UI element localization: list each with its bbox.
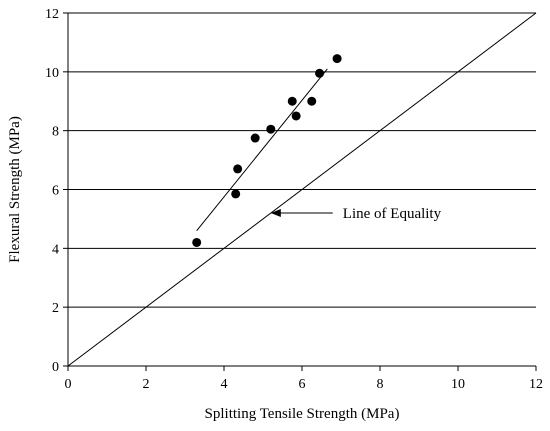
y-tick-label-10: 10 (45, 66, 59, 81)
data-point-10 (332, 54, 342, 64)
trend-line (196, 68, 328, 231)
data-point-6 (287, 96, 297, 106)
data-point-3 (233, 164, 243, 174)
annotation-group: Line of Equality (270, 206, 442, 222)
data-point-7 (291, 111, 301, 121)
x-tick-label-4: 4 (221, 377, 228, 392)
data-point-5 (266, 124, 276, 134)
data-point-8 (307, 96, 317, 106)
gridlines (68, 12, 536, 308)
y-tick-label-8: 8 (52, 125, 59, 140)
axes (63, 12, 537, 371)
data-point-2 (231, 189, 241, 199)
equality-line (67, 12, 537, 367)
data-points (192, 54, 342, 247)
x-tick-label-8: 8 (377, 377, 384, 392)
data-point-9 (315, 68, 325, 78)
data-point-1 (192, 237, 202, 247)
y-axis-title: Flexural Strength (MPa) (7, 116, 23, 263)
annotation-arrow-head (270, 209, 281, 218)
x-tick-label-0: 0 (65, 377, 72, 392)
data-point-4 (250, 133, 260, 143)
x-tick-label-12: 12 (529, 377, 543, 392)
y-tick-label-0: 0 (52, 360, 59, 375)
x-tick-label-10: 10 (451, 377, 465, 392)
x-tick-label-6: 6 (299, 377, 306, 392)
y-tick-label-2: 2 (52, 301, 59, 316)
y-tick-label-6: 6 (52, 184, 59, 199)
x-axis-title: Splitting Tensile Strength (MPa) (205, 406, 400, 422)
reference-lines (67, 12, 537, 367)
y-tick-label-12: 12 (45, 7, 59, 22)
tick-labels: 0 2 4 6 8 10 12 0 2 4 6 8 10 12 (45, 7, 543, 392)
x-tick-label-2: 2 (143, 377, 150, 392)
y-tick-label-4: 4 (52, 242, 59, 257)
annotation-line-of-equality: Line of Equality (343, 206, 442, 222)
